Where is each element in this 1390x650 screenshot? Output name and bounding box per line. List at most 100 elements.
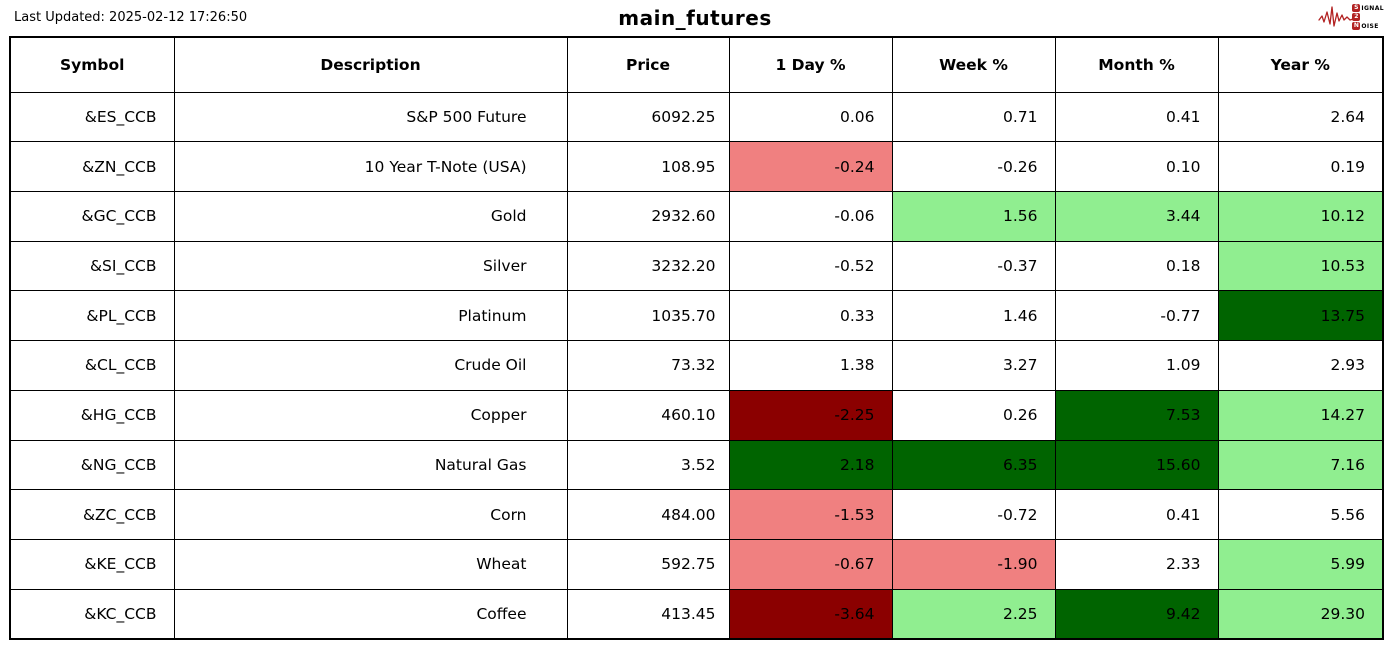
symbol-cell: &ES_CCB [9, 91, 175, 143]
logo-line-signal: S IGNAL [1352, 4, 1384, 12]
month-pct-cell: 7.53 [1054, 389, 1219, 441]
description-cell: Wheat [173, 538, 568, 590]
month-pct-cell: 2.33 [1054, 538, 1219, 590]
week-pct-cell: 1.56 [891, 190, 1056, 242]
price-cell: 460.10 [566, 389, 730, 441]
month-pct-cell: 0.18 [1054, 240, 1219, 292]
day-pct-cell: 0.06 [728, 91, 893, 143]
year-pct-cell: 10.53 [1217, 240, 1384, 292]
day-pct-cell: 0.33 [728, 290, 893, 342]
month-pct-cell: 15.60 [1054, 439, 1219, 491]
symbol-cell: &KE_CCB [9, 538, 175, 590]
table-row: &NG_CCB Natural Gas 3.52 2.18 6.35 15.60 7.16 [9, 439, 1384, 491]
week-pct-cell: 0.71 [891, 91, 1056, 143]
description-cell: Crude Oil [173, 340, 568, 391]
waveform-icon [1318, 6, 1354, 27]
price-cell: 2932.60 [566, 190, 730, 242]
price-cell: 3.52 [566, 439, 730, 491]
table-row: &ES_CCB S&P 500 Future 6092.25 0.06 0.71 0.41… [9, 91, 1384, 143]
price-cell: 6092.25 [566, 91, 730, 143]
symbol-cell: &CL_CCB [9, 340, 175, 391]
year-pct-cell: 10.12 [1217, 190, 1384, 242]
month-pct-cell: 3.44 [1054, 190, 1219, 242]
day-pct-cell: 1.38 [728, 340, 893, 391]
year-pct-cell: 7.16 [1217, 439, 1384, 491]
description-cell: S&P 500 Future [173, 91, 568, 143]
table-row: &HG_CCB Copper 460.10 -2.25 0.26 7.53 14.27 [9, 389, 1384, 441]
table-row: &GC_CCB Gold 2932.60 -0.06 1.56 3.44 10.12 [9, 190, 1384, 242]
price-cell: 108.95 [566, 141, 730, 192]
day-pct-cell: -0.67 [728, 538, 893, 590]
logo-line-two: 2 [1352, 13, 1384, 21]
description-cell: Copper [173, 389, 568, 441]
table-row: &ZC_CCB Corn 484.00 -1.53 -0.72 0.41 5.56 [9, 489, 1384, 540]
logo-2-box: 2 [1352, 13, 1361, 21]
week-pct-cell: -0.37 [891, 240, 1056, 292]
price-cell: 413.45 [566, 588, 730, 640]
year-pct-cell: 5.99 [1217, 538, 1384, 590]
week-pct-cell: -0.26 [891, 141, 1056, 192]
table-row: &KC_CCB Coffee 413.45 -3.64 2.25 9.42 29.30 [9, 588, 1384, 640]
column-header-symbol: Symbol [9, 36, 175, 93]
year-pct-cell: 13.75 [1217, 290, 1384, 342]
symbol-cell: &ZN_CCB [9, 141, 175, 192]
week-pct-cell: 3.27 [891, 340, 1056, 391]
logo-n-box: N [1352, 22, 1361, 30]
price-cell: 1035.70 [566, 290, 730, 342]
column-header-price: Price [566, 36, 730, 93]
week-pct-cell: 2.25 [891, 588, 1056, 640]
table-row: &PL_CCB Platinum 1035.70 0.33 1.46 -0.77 13.75 [9, 290, 1384, 342]
year-pct-cell: 0.19 [1217, 141, 1384, 192]
day-pct-cell: -0.06 [728, 190, 893, 242]
description-cell: Corn [173, 489, 568, 540]
last-updated-text: Last Updated: 2025-02-12 17:26:50 [14, 10, 248, 25]
day-pct-cell: -1.53 [728, 489, 893, 540]
table-row: &CL_CCB Crude Oil 73.32 1.38 3.27 1.09 2.93 [9, 340, 1384, 391]
symbol-cell: &NG_CCB [9, 439, 175, 491]
description-cell: Coffee [173, 588, 568, 640]
symbol-cell: &SI_CCB [9, 240, 175, 292]
symbol-cell: &HG_CCB [9, 389, 175, 441]
description-cell: Natural Gas [173, 439, 568, 491]
table-row: &ZN_CCB 10 Year T-Note (USA) 108.95 -0.24 -0… [9, 141, 1384, 192]
day-pct-cell: -2.25 [728, 389, 893, 441]
description-cell: Gold [173, 190, 568, 242]
day-pct-cell: 2.18 [728, 439, 893, 491]
futures-table: Symbol Description Price 1 Day % Week % … [9, 36, 1384, 640]
table-header-row: Symbol Description Price 1 Day % Week % … [9, 36, 1384, 93]
month-pct-cell: 1.09 [1054, 340, 1219, 391]
price-cell: 3232.20 [566, 240, 730, 292]
month-pct-cell: -0.77 [1054, 290, 1219, 342]
description-cell: Platinum [173, 290, 568, 342]
column-header-description: Description [173, 36, 568, 93]
year-pct-cell: 5.56 [1217, 489, 1384, 540]
week-pct-cell: 0.26 [891, 389, 1056, 441]
year-pct-cell: 2.64 [1217, 91, 1384, 143]
week-pct-cell: -1.90 [891, 538, 1056, 590]
month-pct-cell: 0.10 [1054, 141, 1219, 192]
month-pct-cell: 9.42 [1054, 588, 1219, 640]
column-header-week-pct: Week % [891, 36, 1056, 93]
month-pct-cell: 0.41 [1054, 489, 1219, 540]
price-cell: 592.75 [566, 538, 730, 590]
month-pct-cell: 0.41 [1054, 91, 1219, 143]
page-title: main_futures [618, 6, 772, 30]
symbol-cell: &PL_CCB [9, 290, 175, 342]
logo-noise-rest: OISE [1361, 22, 1379, 30]
week-pct-cell: -0.72 [891, 489, 1056, 540]
table-row: &KE_CCB Wheat 592.75 -0.67 -1.90 2.33 5.99 [9, 538, 1384, 590]
symbol-cell: &KC_CCB [9, 588, 175, 640]
logo-line-noise: N OISE [1352, 22, 1384, 30]
week-pct-cell: 1.46 [891, 290, 1056, 342]
table-row: &SI_CCB Silver 3232.20 -0.52 -0.37 0.18 10.53 [9, 240, 1384, 292]
logo-signal-rest: IGNAL [1361, 4, 1384, 12]
year-pct-cell: 29.30 [1217, 588, 1384, 640]
symbol-cell: &ZC_CCB [9, 489, 175, 540]
column-header-year-pct: Year % [1217, 36, 1384, 93]
price-cell: 484.00 [566, 489, 730, 540]
day-pct-cell: -0.24 [728, 141, 893, 192]
logo-text: S IGNAL 2 N OISE [1352, 4, 1384, 30]
day-pct-cell: -3.64 [728, 588, 893, 640]
table-body: &ES_CCB S&P 500 Future 6092.25 0.06 0.71 0.41… [9, 91, 1384, 640]
year-pct-cell: 14.27 [1217, 389, 1384, 441]
